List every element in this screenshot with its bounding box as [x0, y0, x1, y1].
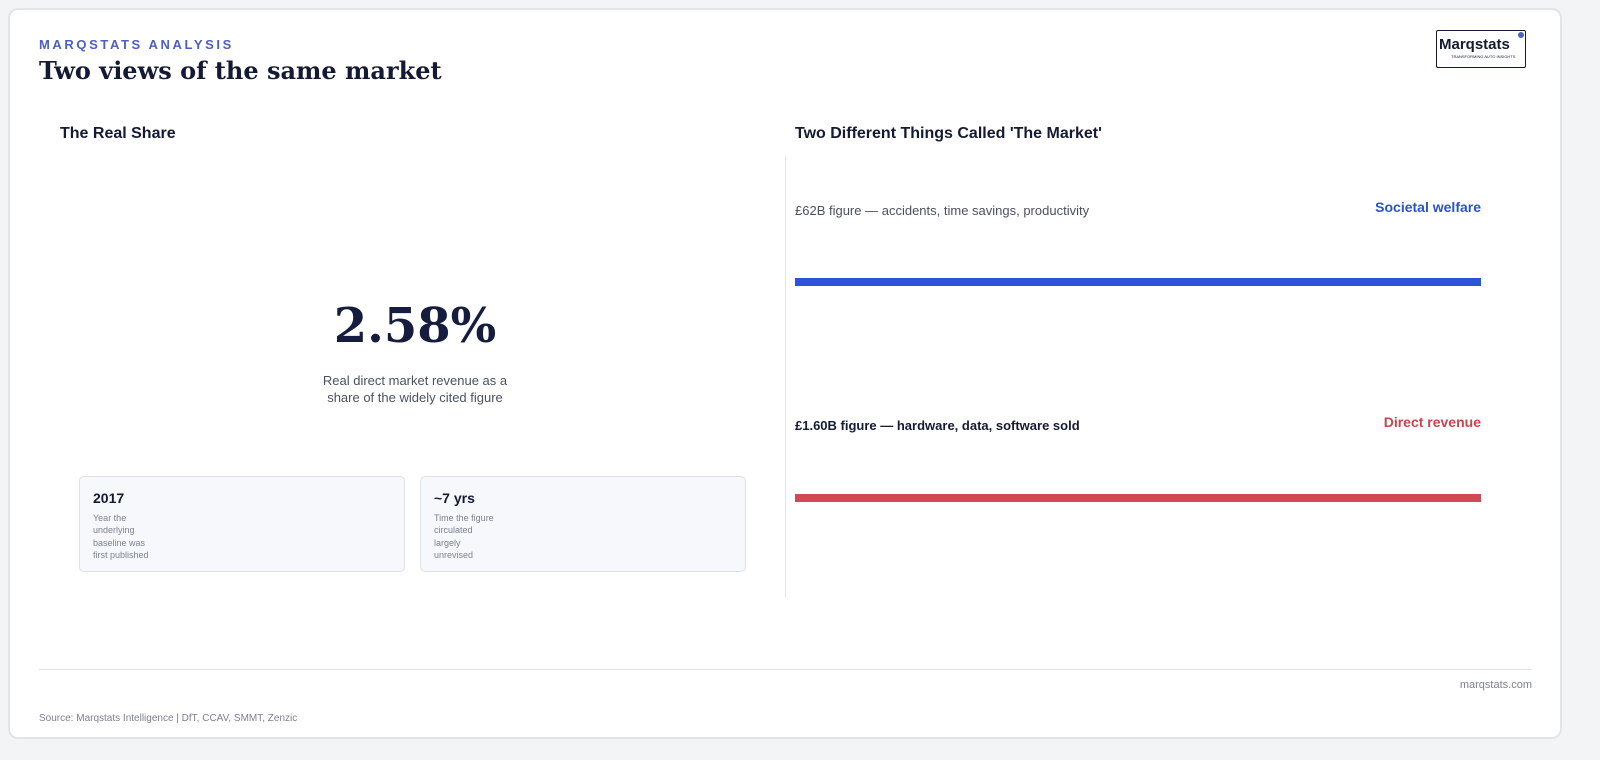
card-label: Time the figure circulated largely unrev… [434, 513, 494, 560]
panel-heading: Two Different Things Called 'The Market' [795, 125, 1102, 142]
row-label: £1.60B figure — hardware, data, software… [795, 418, 1080, 433]
card-value: 2017 [93, 490, 125, 506]
frame: MARQSTATS ANALYSIS Two views of the same… [8, 8, 1562, 739]
logo: Marqstats TRANSFORMING AUTO INSIGHTS [1436, 30, 1526, 68]
bar [795, 278, 1481, 286]
logo-dot [1518, 32, 1524, 38]
big-stat: 2.58% [333, 298, 497, 354]
stat-card: ~7 yrs Time the figure circulated largel… [420, 476, 746, 572]
stat-caption: Real direct market revenue as a share of… [322, 373, 508, 405]
footer-source: Source: Marqstats Intelligence | DfT, CC… [39, 713, 298, 724]
footer-site: marqstats.com [1459, 679, 1532, 691]
logo-tagline: TRANSFORMING AUTO INSIGHTS [1451, 54, 1516, 59]
panel-heading: The Real Share [60, 125, 176, 142]
stat-card: 2017 Year the underlying baseline was fi… [79, 476, 405, 572]
row-label: £62B figure — accidents, time savings, p… [795, 203, 1090, 218]
row-tag: Societal welfare [1375, 199, 1481, 215]
footer-rule [39, 669, 1532, 670]
bar [795, 494, 1481, 502]
kicker: MARQSTATS ANALYSIS [39, 37, 234, 52]
row-tag: Direct revenue [1383, 414, 1481, 430]
divider [785, 156, 786, 598]
logo-name: Marqstats [1439, 36, 1510, 53]
page-title: Two views of the same market [39, 56, 442, 85]
card-label: Year the underlying baseline was first p… [93, 513, 149, 560]
card-value: ~7 yrs [434, 490, 475, 506]
